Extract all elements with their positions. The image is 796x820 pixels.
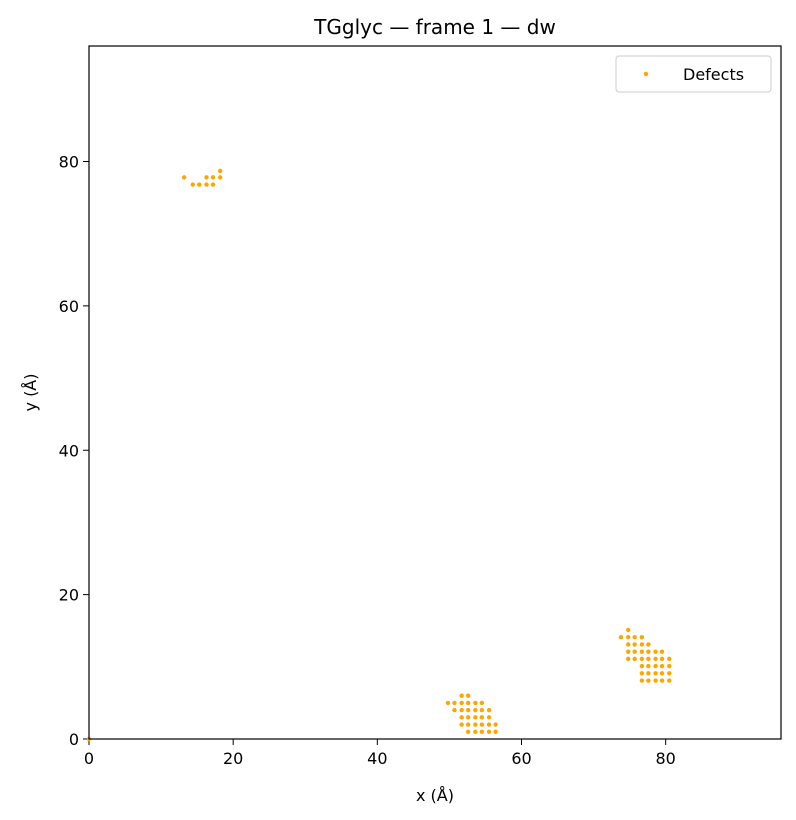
- data-point: [190, 182, 195, 187]
- data-point: [217, 175, 223, 180]
- data-point: [465, 693, 471, 698]
- data-point: [479, 722, 485, 727]
- data-point: [625, 642, 631, 647]
- data-point: [465, 715, 471, 720]
- data-point: [473, 722, 478, 727]
- data-point: [473, 707, 478, 713]
- data-point: [646, 642, 651, 647]
- data-point: [659, 649, 665, 654]
- data-point: [646, 663, 651, 669]
- data-point: [465, 722, 471, 727]
- data-point: [486, 729, 492, 734]
- data-point: [653, 649, 658, 654]
- data-point: [639, 635, 645, 640]
- data-point: [473, 715, 478, 720]
- data-point: [479, 715, 485, 720]
- data-point: [625, 656, 631, 662]
- data-point: [210, 175, 216, 180]
- data-point: [659, 656, 665, 662]
- data-point: [465, 700, 471, 706]
- data-point: [632, 642, 637, 647]
- data-point: [659, 663, 665, 669]
- data-point: [459, 715, 464, 720]
- legend: Defects: [615, 55, 772, 93]
- data-point: [181, 175, 187, 180]
- data-point: [479, 700, 485, 706]
- data-point: [639, 671, 645, 676]
- data-point: [486, 707, 492, 713]
- data-point: [646, 649, 651, 654]
- data-point: [653, 656, 658, 662]
- data-point: [639, 649, 645, 654]
- data-point: [459, 693, 464, 698]
- data-point: [639, 678, 645, 683]
- data-point: [445, 700, 451, 706]
- y-tick-label: 80: [59, 153, 79, 172]
- data-point: [639, 656, 645, 662]
- x-tick-label: 0: [84, 749, 94, 768]
- plot-frame: [88, 45, 782, 740]
- data-point: [667, 656, 672, 662]
- data-point: [632, 635, 637, 640]
- y-tick-label: 60: [59, 297, 79, 316]
- data-point: [653, 663, 658, 669]
- y-axis-label: y (Å): [21, 374, 40, 412]
- data-point: [625, 627, 631, 633]
- data-point: [646, 656, 651, 662]
- data-point: [632, 649, 637, 654]
- data-point: [659, 671, 665, 676]
- data-point: [204, 182, 209, 187]
- data-point: [486, 722, 492, 727]
- data-point: [493, 722, 498, 727]
- data-point: [632, 656, 637, 662]
- data-point: [659, 678, 665, 683]
- x-axis-label: x (Å): [416, 786, 454, 805]
- data-point: [459, 707, 464, 713]
- chart-title: TGglyc — frame 1 — dw: [313, 15, 556, 39]
- data-point: [452, 707, 457, 713]
- x-tick-label: 20: [223, 749, 243, 768]
- x-tick-label: 40: [367, 749, 387, 768]
- data-point: [210, 182, 216, 187]
- data-point: [465, 707, 471, 713]
- data-point: [639, 642, 645, 647]
- data-point: [217, 168, 223, 174]
- data-point: [459, 722, 464, 727]
- data-point: [473, 700, 478, 706]
- data-point: [618, 635, 624, 640]
- data-point: [452, 700, 457, 706]
- data-point: [646, 678, 651, 683]
- data-point: [625, 649, 631, 654]
- data-point: [493, 729, 498, 734]
- data-point: [473, 729, 478, 734]
- data-point: [479, 707, 485, 713]
- data-point: [667, 671, 672, 676]
- y-tick-label: 40: [59, 441, 79, 460]
- data-point: [465, 729, 471, 734]
- axis-ticks: 0 20 40 60 80 0 20 40 60 80: [59, 153, 676, 769]
- data-point: [197, 182, 202, 187]
- data-point: [653, 671, 658, 676]
- data-point: [653, 678, 658, 683]
- data-point: [625, 635, 631, 640]
- y-tick-label: 0: [69, 730, 79, 749]
- data-point: [639, 663, 645, 669]
- y-tick-label: 20: [59, 586, 79, 605]
- data-point: [486, 715, 492, 720]
- legend-marker: [643, 71, 649, 77]
- data-point: [459, 700, 464, 706]
- data-point: [479, 729, 485, 734]
- data-point: [646, 671, 651, 676]
- data-point: [667, 663, 672, 669]
- x-tick-label: 60: [511, 749, 531, 768]
- data-point: [667, 678, 672, 683]
- x-tick-label: 80: [655, 749, 675, 768]
- legend-box: [615, 55, 772, 93]
- data-points: [86, 168, 672, 742]
- legend-label: Defects: [683, 65, 744, 84]
- data-point: [204, 175, 209, 180]
